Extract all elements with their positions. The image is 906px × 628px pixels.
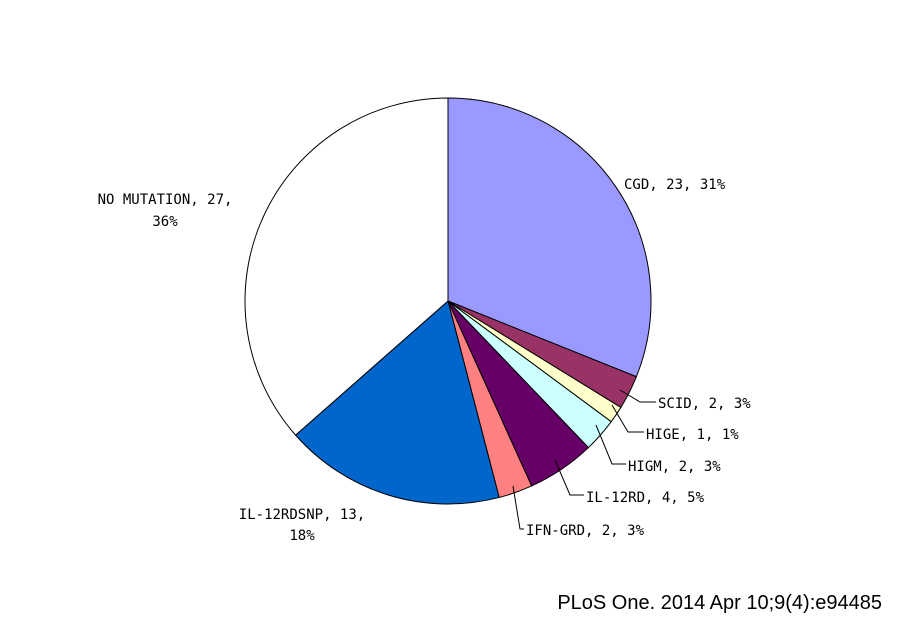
slice-label-line: IL-12RDSNP, 13, [239, 507, 365, 523]
slice-label-no-mutation: NO MUTATION, 27, 36% [98, 192, 233, 230]
slice-label-line: 36% [152, 214, 178, 230]
slice-label-hige: HIGE, 1, 1% [646, 427, 739, 443]
slice-label-line: NO MUTATION, 27, [98, 192, 233, 208]
pie-slice-il-12rdsnp [294, 300, 500, 505]
slice-label-scid: SCID, 2, 3% [658, 396, 751, 412]
leader-line-hige [611, 404, 644, 433]
slice-labels: CGD, 23, 31% SCID, 2, 3% HIGE, 1, 1% HIGM, … [98, 177, 752, 544]
leader-line-il-12rd [554, 459, 584, 496]
pie-slices [244, 97, 652, 505]
pie-slice-cgd [447, 97, 652, 378]
slice-label-il-12rd: IL-12RD, 4, 5% [586, 490, 705, 506]
citation-caption: PLoS One. 2014 Apr 10;9(4):e94485 [557, 592, 882, 614]
leader-line-ifn-grd [512, 485, 524, 530]
pie-slice-no-mutation [244, 97, 449, 436]
leader-line-higm [595, 424, 626, 465]
slice-label-il-12rdsnp: IL-12RDSNP, 13, 18% [239, 507, 365, 544]
leader-line-scid [619, 389, 656, 403]
slice-label-cgd: CGD, 23, 31% [624, 177, 726, 193]
leader-lines [512, 389, 656, 530]
slice-label-ifn-grd: IFN-GRD, 2, 3% [526, 523, 645, 539]
slice-label-higm: HIGM, 2, 3% [628, 459, 721, 475]
slice-label-line: 18% [289, 528, 315, 544]
